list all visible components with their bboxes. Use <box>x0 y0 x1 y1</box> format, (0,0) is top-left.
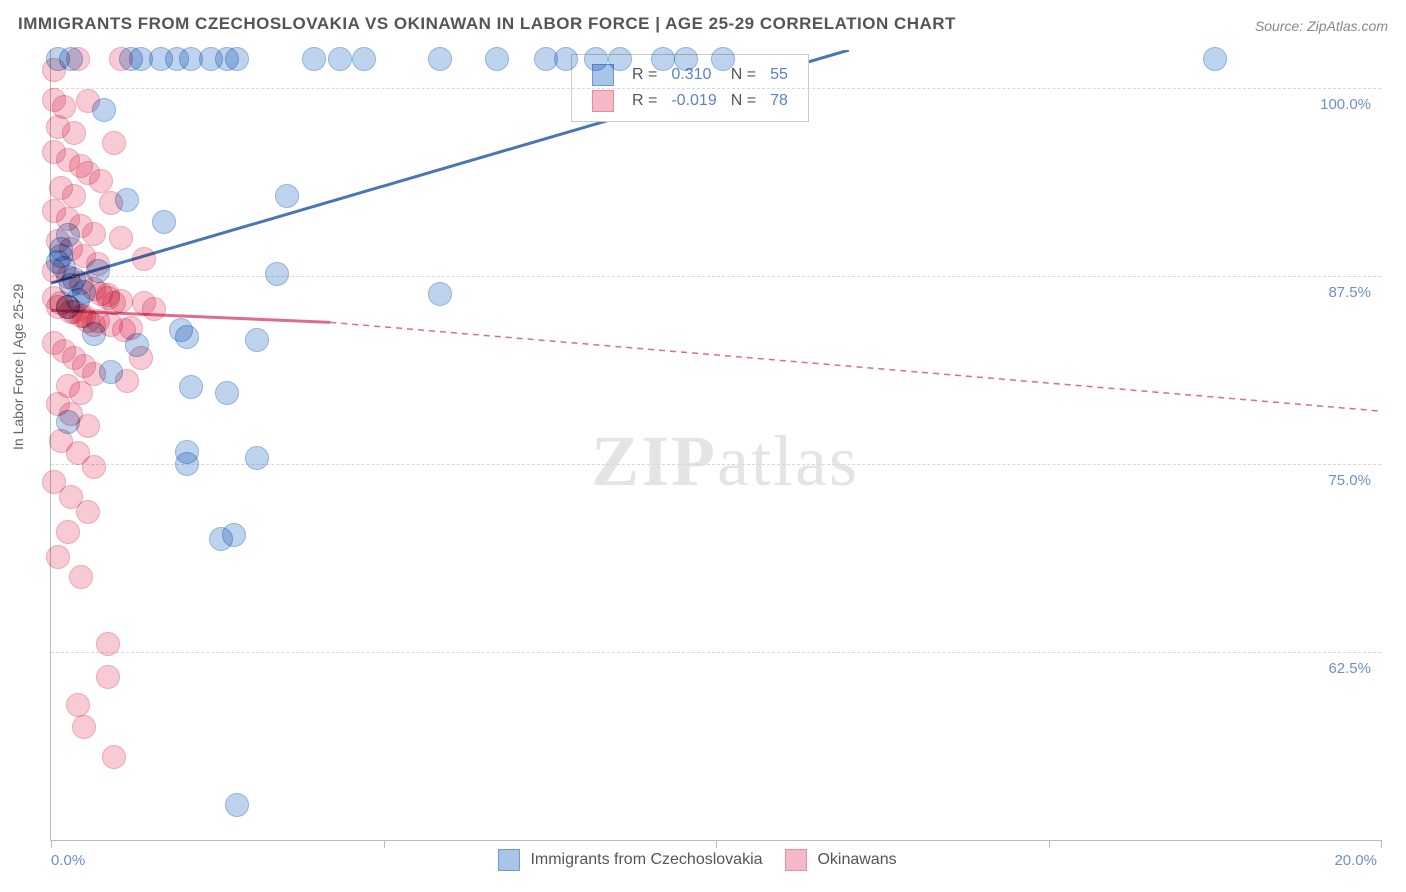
point-series-1 <box>302 47 326 71</box>
legend-swatch-2 <box>785 849 807 871</box>
point-series-2 <box>46 545 70 569</box>
x-tick <box>716 840 717 848</box>
point-series-1 <box>428 282 452 306</box>
gridline <box>51 276 1381 277</box>
point-series-1 <box>169 318 193 342</box>
point-series-1 <box>674 47 698 71</box>
point-series-1 <box>245 446 269 470</box>
point-series-2 <box>82 313 106 337</box>
point-series-1 <box>215 381 239 405</box>
point-series-1 <box>651 47 675 71</box>
trend-lines <box>51 50 1381 840</box>
chart-container: IMMIGRANTS FROM CZECHOSLOVAKIA VS OKINAW… <box>0 0 1406 892</box>
point-series-2 <box>72 715 96 739</box>
point-series-1 <box>152 210 176 234</box>
point-series-2 <box>89 169 113 193</box>
point-series-1 <box>428 47 452 71</box>
point-series-2 <box>66 693 90 717</box>
watermark: ZIPatlas <box>591 420 859 503</box>
point-series-1 <box>554 47 578 71</box>
point-series-2 <box>76 500 100 524</box>
series-2-swatch <box>592 90 614 112</box>
y-tick-label: 62.5% <box>1328 660 1371 677</box>
point-series-2 <box>62 184 86 208</box>
gridline <box>51 88 1381 89</box>
point-series-2 <box>132 247 156 271</box>
r-value-2: -0.019 <box>665 89 722 113</box>
point-series-2 <box>69 565 93 589</box>
series-legend: Immigrants from Czechoslovakia Okinawans <box>480 849 897 871</box>
point-series-2 <box>42 58 66 82</box>
point-series-2 <box>99 191 123 215</box>
point-series-1 <box>245 328 269 352</box>
point-series-2 <box>76 414 100 438</box>
point-series-1 <box>485 47 509 71</box>
point-series-2 <box>102 745 126 769</box>
watermark-zip: ZIP <box>591 421 717 501</box>
x-tick <box>1049 840 1050 848</box>
point-series-1 <box>275 184 299 208</box>
point-series-2 <box>102 131 126 155</box>
n-value-1: 55 <box>764 63 794 87</box>
point-series-2 <box>129 346 153 370</box>
point-series-2 <box>102 291 126 315</box>
r-label-2: R = <box>626 89 663 113</box>
point-series-2 <box>52 95 76 119</box>
point-series-2 <box>56 520 80 544</box>
point-series-2 <box>96 665 120 689</box>
chart-title: IMMIGRANTS FROM CZECHOSLOVAKIA VS OKINAW… <box>18 14 956 34</box>
plot-area: ZIPatlas R = 0.310 N = 55 R = -0.019 N =… <box>50 50 1381 841</box>
gridline <box>51 652 1381 653</box>
point-series-1 <box>711 47 735 71</box>
point-series-1 <box>175 452 199 476</box>
point-series-2 <box>86 252 110 276</box>
point-series-2 <box>109 226 133 250</box>
point-series-2 <box>82 455 106 479</box>
point-series-2 <box>142 297 166 321</box>
source-attribution: Source: ZipAtlas.com <box>1255 18 1388 34</box>
legend-swatch-1 <box>498 849 520 871</box>
x-tick-label: 20.0% <box>1334 852 1377 869</box>
x-tick <box>51 840 52 848</box>
point-series-2 <box>62 121 86 145</box>
point-series-2 <box>96 632 120 656</box>
watermark-atlas: atlas <box>717 421 859 501</box>
point-series-1 <box>179 375 203 399</box>
x-tick-label: 0.0% <box>51 852 85 869</box>
point-series-2 <box>119 316 143 340</box>
y-tick-label: 100.0% <box>1320 96 1371 113</box>
point-series-1 <box>225 793 249 817</box>
n-value-2: 78 <box>764 89 794 113</box>
n-label-2: N = <box>725 89 762 113</box>
point-series-1 <box>608 47 632 71</box>
point-series-1 <box>1203 47 1227 71</box>
point-series-1 <box>584 47 608 71</box>
x-tick <box>384 840 385 848</box>
point-series-2 <box>115 369 139 393</box>
y-axis-label: In Labor Force | Age 25-29 <box>10 284 26 450</box>
point-series-1 <box>222 523 246 547</box>
legend-label-1: Immigrants from Czechoslovakia <box>530 851 762 868</box>
trend-line <box>330 322 1381 411</box>
point-series-2 <box>66 47 90 71</box>
y-tick-label: 87.5% <box>1328 284 1371 301</box>
point-series-2 <box>82 222 106 246</box>
point-series-2 <box>109 47 133 71</box>
point-series-1 <box>265 262 289 286</box>
point-series-1 <box>225 47 249 71</box>
legend-label-2: Okinawans <box>817 851 896 868</box>
point-series-1 <box>352 47 376 71</box>
y-tick-label: 75.0% <box>1328 472 1371 489</box>
x-tick <box>1381 840 1382 848</box>
point-series-2 <box>76 89 100 113</box>
point-series-1 <box>328 47 352 71</box>
